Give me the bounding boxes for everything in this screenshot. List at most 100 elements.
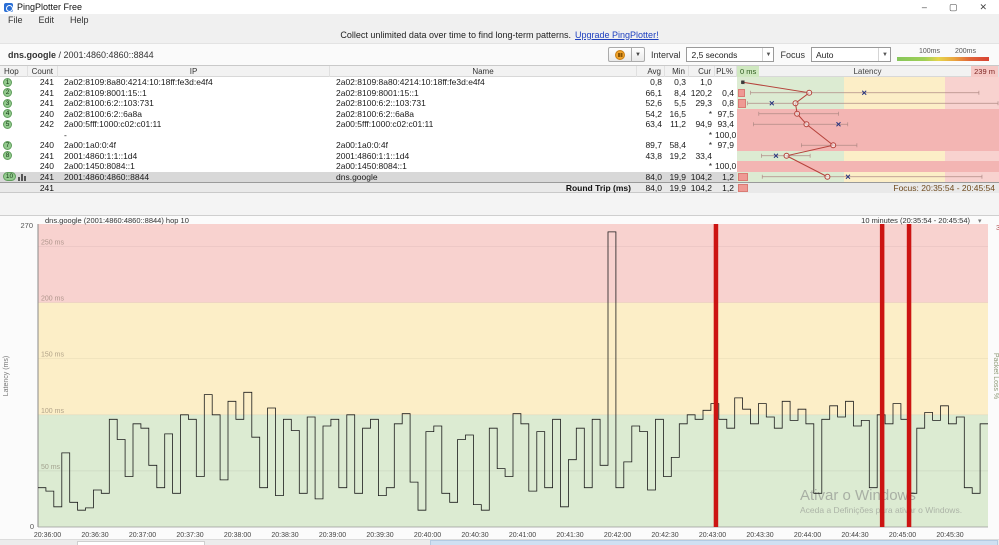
ip-cell: 2a02:8100:6:2::6a8a: [64, 108, 142, 119]
table-row[interactable]: - * 100,0: [0, 129, 999, 140]
name-cell: 2a00:1450:8084::1: [336, 161, 407, 171]
ip-cell: 2a02:8100:6:2::103:731: [64, 98, 154, 108]
graph-indicator-icon: [18, 173, 26, 181]
min-cell: [665, 161, 689, 172]
hop-badge: 10: [3, 172, 16, 182]
col-name[interactable]: Name: [330, 66, 637, 77]
panel-gap: [0, 193, 999, 208]
interval-select[interactable]: 2,5 seconds ▼: [686, 47, 775, 62]
menu-file[interactable]: File: [8, 15, 23, 25]
timeline-collapse-icon[interactable]: ▾: [978, 218, 982, 225]
interval-label: Interval: [650, 49, 681, 60]
timeline-range-label[interactable]: 10 minutes (20:35:54 - 20:45:54): [861, 216, 970, 225]
svg-text:20:42:00: 20:42:00: [604, 532, 631, 539]
pl-cell: 1,2: [715, 171, 737, 182]
ip-cell: 2001:4860:1:1::1d4: [64, 150, 138, 161]
avg-cell: [637, 161, 665, 172]
svg-text:100 ms: 100 ms: [41, 408, 64, 415]
timeline-graph[interactable]: 250 ms 200 ms 150 ms 100 ms 50 ms Ativar o Wi…: [0, 216, 999, 539]
timeline-title: dns.google (2001:4860:4860::8844) hop 10: [45, 216, 189, 225]
cur-cell: 1,0: [700, 77, 712, 87]
table-row[interactable]: 7 240 2a00:1a0:0:4f 2a00:1a0:0:4f 89,7 58,4 * 9…: [0, 140, 999, 151]
name-cell: 2a00:1a0:0:4f: [336, 140, 388, 150]
latency-cell: [737, 161, 999, 172]
menu-edit[interactable]: Edit: [38, 15, 55, 25]
svg-text:20:39:00: 20:39:00: [319, 532, 346, 539]
table-row[interactable]: 5 242 2a00:5fff:1000:c02:c01:11 2a00:5fff:1…: [0, 119, 999, 130]
col-hop[interactable]: Hop: [0, 66, 28, 77]
pause-button[interactable]: [607, 47, 632, 62]
target-host: dns.google: [8, 49, 56, 60]
table-row[interactable]: 8 241 2001:4860:1:1::1d4 2001:4860:1:1::1d4…: [0, 150, 999, 161]
count-cell: 241: [39, 77, 54, 87]
svg-text:20:39:30: 20:39:30: [366, 532, 393, 539]
avg-cell: 89,7: [645, 140, 662, 150]
cur-cell: 104,2: [689, 171, 715, 182]
scrollbar-thumb[interactable]: [77, 541, 205, 545]
time-scrollbar[interactable]: [0, 539, 999, 545]
count-cell: 242: [39, 119, 54, 129]
avg-cell: 84,0: [637, 171, 665, 182]
col-count[interactable]: Count: [28, 66, 58, 77]
min-cell: 5,5: [674, 98, 686, 108]
latency-cell: [737, 87, 999, 98]
svg-text:20:37:30: 20:37:30: [176, 532, 203, 539]
maximize-icon[interactable]: ▢: [948, 2, 958, 12]
round-trip-row: 241 Round Trip (ms) 84,0 19,9 104,2 1,2 …: [0, 182, 999, 193]
col-pl[interactable]: PL%: [715, 66, 737, 77]
focus-label: Focus: [780, 49, 805, 60]
table-row[interactable]: 2 241 2a02:8109:8001:15::1 2a02:8109:8001:1…: [0, 87, 999, 98]
min-cell: 0,3: [674, 77, 686, 87]
packet-loss-event-bar: [879, 224, 885, 527]
trace-target: dns.google / 2001:4860:4860::8844: [8, 49, 154, 60]
y2-axis-title: Packet Loss %: [992, 353, 999, 399]
target-bar: dns.google / 2001:4860:4860::8844 ▼ Inte…: [0, 44, 999, 66]
pl-cell: 0,4: [722, 87, 734, 98]
cur-cell: *: [708, 129, 712, 140]
count-cell: 241: [39, 150, 54, 161]
col-ip[interactable]: IP: [58, 66, 330, 77]
minimize-icon[interactable]: –: [921, 2, 927, 12]
pl-cell: 0,8: [722, 98, 734, 108]
ip-cell: -: [64, 129, 67, 140]
latency-cell: [737, 77, 999, 88]
count-cell: 240: [39, 161, 54, 171]
ip-cell: 2a02:8109:8001:15::1: [64, 87, 147, 98]
hop-badge: 2: [3, 88, 12, 98]
svg-text:0: 0: [30, 522, 34, 531]
table-row[interactable]: 3 241 2a02:8100:6:2::103:731 2a02:8100:6:2:…: [0, 98, 999, 109]
menu-bar: File Edit Help: [0, 14, 999, 26]
focus-select[interactable]: Auto ▼: [811, 47, 891, 62]
menu-help[interactable]: Help: [70, 15, 89, 25]
banner-text: Collect unlimited data over time to find…: [340, 29, 572, 40]
svg-text:20:44:00: 20:44:00: [794, 532, 821, 539]
table-row[interactable]: 10 241 2001:4860:4860::8844 dns.google 84,0 1…: [0, 171, 999, 182]
name-cell: dns.google: [330, 171, 637, 182]
latency-cell: [737, 150, 999, 161]
scrollbar-focus-region[interactable]: [430, 540, 998, 545]
table-row[interactable]: 4 240 2a02:8100:6:2::6a8a 2a02:8100:6:2::6a…: [0, 108, 999, 119]
table-row[interactable]: 1 241 2a02:8109:8a80:4214:10:18ff:fe3d:e4f…: [0, 77, 999, 88]
pl-cell: 97,9: [717, 140, 734, 150]
upgrade-link[interactable]: Upgrade PingPlotter!: [575, 29, 659, 40]
ip-cell: 2a00:1a0:0:4f: [64, 140, 116, 150]
title-bar: PingPlotter Free – ▢ ✕: [0, 0, 999, 14]
pause-dropdown-icon[interactable]: ▼: [631, 47, 645, 62]
latency-min-badge: 0 ms: [737, 66, 760, 77]
close-icon[interactable]: ✕: [979, 2, 987, 12]
pl-cell: 100,0: [715, 129, 737, 140]
chevron-down-icon: ▼: [761, 48, 771, 61]
upgrade-banner: Collect unlimited data over time to find…: [0, 26, 999, 44]
cur-cell: *: [708, 161, 712, 171]
latency-max-badge: 239 m: [971, 66, 998, 77]
col-min[interactable]: Min: [665, 66, 689, 77]
col-cur[interactable]: Cur: [689, 66, 715, 77]
avg-cell: 54,2: [645, 108, 662, 119]
col-avg[interactable]: Avg: [637, 66, 665, 77]
svg-text:20:45:00: 20:45:00: [889, 532, 916, 539]
latency-zone: [38, 224, 988, 303]
splitter-handle[interactable]: • • •: [0, 208, 999, 223]
svg-text:20:44:30: 20:44:30: [841, 532, 868, 539]
table-row[interactable]: 240 2a00:1450:8084::1 2a00:1450:8084::1 * 10…: [0, 161, 999, 172]
svg-text:20:40:30: 20:40:30: [461, 532, 488, 539]
